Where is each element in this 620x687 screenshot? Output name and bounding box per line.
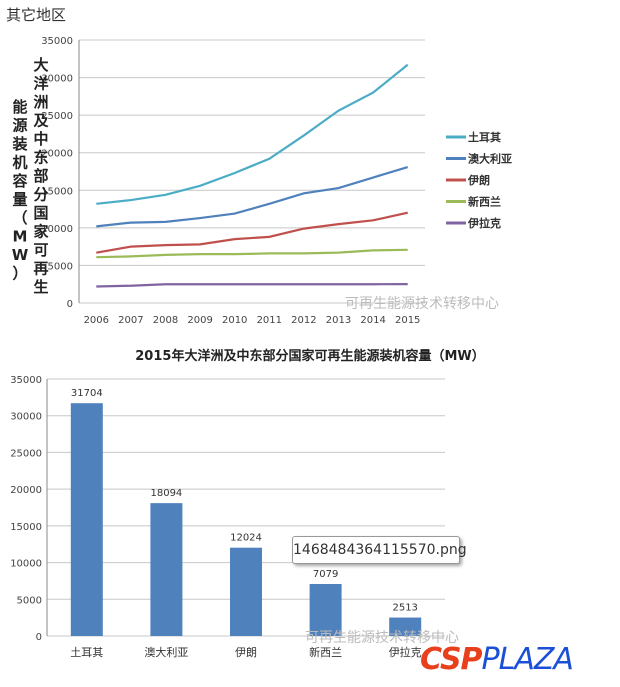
x-tick-label: 新西兰 xyxy=(309,645,342,659)
data-label: 12024 xyxy=(230,533,262,544)
y-tick-label: 35000 xyxy=(41,36,73,47)
x-tick-label: 2013 xyxy=(326,315,351,326)
y-tick-label: 25000 xyxy=(10,448,42,459)
x-tick-label: 2006 xyxy=(84,315,109,326)
bar xyxy=(309,584,342,636)
bar xyxy=(389,617,422,636)
section-header: 其它地区 xyxy=(6,6,67,24)
y-axis-label-char: 洋 xyxy=(33,75,48,93)
bar xyxy=(150,503,183,636)
series-line-1 xyxy=(96,165,409,228)
y-tick-label: 0 xyxy=(36,632,42,643)
x-tick-label: 2011 xyxy=(257,315,282,326)
watermark: 可再生能源技术转移中心 xyxy=(345,296,499,312)
x-tick-label: 2014 xyxy=(360,315,385,326)
watermark: 可再生能源技术转移中心 xyxy=(305,630,459,646)
chart-title: 2015年大洋洲及中东部分国家可再生能源装机容量（MW） xyxy=(135,348,484,364)
y-axis-label-char: 大 xyxy=(33,56,48,74)
y-axis-label-char: 家 xyxy=(33,223,48,241)
y-tick-label: 5000 xyxy=(17,595,42,606)
y-tick-label: 15000 xyxy=(10,522,42,533)
y-axis-label-char: 生 xyxy=(33,278,48,296)
y-tick-label: 15000 xyxy=(41,186,73,197)
y-axis-label-char: 可 xyxy=(33,241,48,259)
y-tick-label: 25000 xyxy=(41,111,73,122)
data-label: 7079 xyxy=(313,569,338,580)
y-axis-label-char: 装 xyxy=(11,135,28,153)
y-axis-label-char: 再 xyxy=(33,260,48,278)
y-axis-label-char: 机 xyxy=(12,154,27,172)
y-axis-label-char: M xyxy=(13,228,28,246)
x-tick-label: 澳大利亚 xyxy=(144,645,188,659)
y-tick-label: 10000 xyxy=(10,559,42,570)
y-axis-label-char: 中 xyxy=(33,130,48,148)
y-axis-label-char: 源 xyxy=(12,117,27,135)
series-line-4 xyxy=(96,283,408,288)
y-tick-label: 35000 xyxy=(10,375,42,386)
y-tick-label: 30000 xyxy=(10,412,42,423)
logo-csp: CSP xyxy=(420,642,483,677)
x-tick-label: 2015 xyxy=(395,315,420,326)
x-tick-label: 2012 xyxy=(291,315,316,326)
y-axis-label-char: 东 xyxy=(33,149,48,167)
y-axis-label-char: 容 xyxy=(11,172,27,190)
series-line-2 xyxy=(96,211,408,254)
csp-plaza-logo: CSPPLAZA xyxy=(420,642,574,677)
y-axis-label-char: 能 xyxy=(12,98,27,116)
data-label: 18094 xyxy=(150,488,182,499)
y-axis-label-char: （ xyxy=(12,209,27,227)
x-tick-label: 伊拉克 xyxy=(389,645,422,659)
data-label: 2513 xyxy=(392,603,417,614)
x-tick-label: 2007 xyxy=(118,315,143,326)
y-axis-label-char: 国 xyxy=(33,204,48,222)
y-tick-label: 5000 xyxy=(48,261,73,272)
y-axis-label-char: ） xyxy=(12,265,27,283)
x-tick-label: 土耳其 xyxy=(70,646,103,659)
y-axis-label-char: 部 xyxy=(33,167,48,185)
filename-tooltip: 1468484364115570.png xyxy=(292,536,467,564)
y-axis-label-char: 洲 xyxy=(33,93,48,111)
y-axis-label-char: 量 xyxy=(12,191,27,209)
series-line-0 xyxy=(96,63,409,205)
legend-label: 新西兰 xyxy=(468,195,501,209)
x-tick-label: 2009 xyxy=(187,315,212,326)
y-tick-label: 0 xyxy=(67,299,73,310)
data-label: 31704 xyxy=(71,388,103,399)
legend-label: 伊拉克 xyxy=(467,216,501,230)
y-axis-label-char: 及 xyxy=(33,112,49,130)
bar xyxy=(230,547,262,636)
y-tick-label: 30000 xyxy=(41,74,73,85)
bar xyxy=(70,403,103,636)
legend-label: 澳大利亚 xyxy=(468,152,512,166)
y-tick-label: 20000 xyxy=(10,485,42,496)
y-tick-label: 20000 xyxy=(41,149,73,160)
logo-plaza: PLAZA xyxy=(481,642,574,677)
legend-label: 土耳其 xyxy=(468,130,501,144)
x-tick-label: 2010 xyxy=(222,315,247,326)
legend-label: 伊朗 xyxy=(467,173,490,187)
y-axis-label-char: 分 xyxy=(33,186,48,204)
series-line-3 xyxy=(96,248,408,259)
x-tick-label: 2008 xyxy=(153,315,178,326)
y-tick-label: 10000 xyxy=(41,224,73,235)
y-axis-label-char: W xyxy=(12,246,29,264)
x-tick-label: 伊朗 xyxy=(235,646,257,659)
